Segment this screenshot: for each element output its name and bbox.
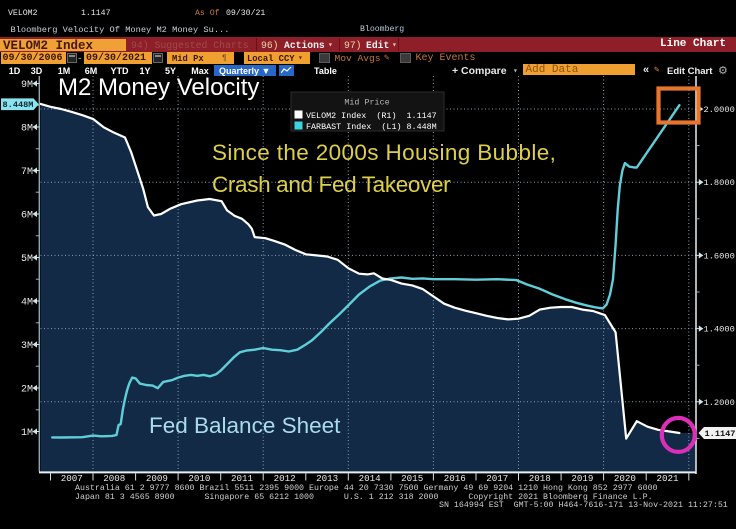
svg-text:2013: 2013	[316, 473, 338, 484]
svg-text:1.4000: 1.4000	[704, 325, 735, 335]
svg-text:1.6000: 1.6000	[704, 251, 735, 261]
svg-text:2011: 2011	[231, 473, 254, 484]
svg-text:2016: 2016	[444, 473, 466, 484]
svg-text:2021: 2021	[656, 473, 679, 484]
svg-text:2017: 2017	[486, 473, 508, 484]
svg-text:2020: 2020	[614, 473, 636, 484]
svg-text:2018: 2018	[529, 473, 551, 484]
svg-text:8M: 8M	[21, 124, 33, 135]
svg-text:2019: 2019	[571, 473, 593, 484]
svg-text:3M: 3M	[21, 341, 33, 352]
svg-text:2015: 2015	[401, 473, 423, 484]
svg-text:2007: 2007	[61, 473, 83, 484]
svg-text:9M: 9M	[21, 80, 33, 91]
svg-text:2014: 2014	[359, 473, 382, 484]
svg-text:1M: 1M	[21, 428, 33, 439]
svg-text:5M: 5M	[21, 254, 33, 265]
svg-text:2010: 2010	[188, 473, 210, 484]
svg-text:2M: 2M	[21, 385, 33, 396]
svg-text:FARBAST Index (L1) 8.448M: FARBAST Index (L1) 8.448M	[306, 122, 437, 132]
svg-text:2012: 2012	[274, 473, 296, 484]
svg-text:4M: 4M	[21, 298, 33, 309]
svg-text:M2 Money Velocity: M2 Money Velocity	[58, 74, 259, 101]
svg-text:2.0000: 2.0000	[704, 105, 735, 115]
svg-text:6M: 6M	[21, 211, 33, 222]
svg-text:Since the 2000s Housing Bubble: Since the 2000s Housing Bubble,	[212, 140, 556, 165]
svg-text:2009: 2009	[146, 473, 168, 484]
svg-text:1.1147: 1.1147	[705, 429, 736, 439]
svg-text:Crash and Fed Takeover: Crash and Fed Takeover	[212, 172, 451, 197]
svg-text:1.8000: 1.8000	[704, 178, 735, 188]
svg-text:2008: 2008	[103, 473, 125, 484]
svg-text:7M: 7M	[21, 167, 33, 178]
svg-text:8.448M: 8.448M	[3, 100, 34, 110]
svg-text:Fed Balance Sheet: Fed Balance Sheet	[149, 413, 341, 438]
svg-text:Mid Price: Mid Price	[344, 98, 389, 108]
svg-text:1.2000: 1.2000	[704, 398, 735, 408]
svg-text:VELOM2 Index (R1) 1.1147: VELOM2 Index (R1) 1.1147	[306, 111, 437, 121]
